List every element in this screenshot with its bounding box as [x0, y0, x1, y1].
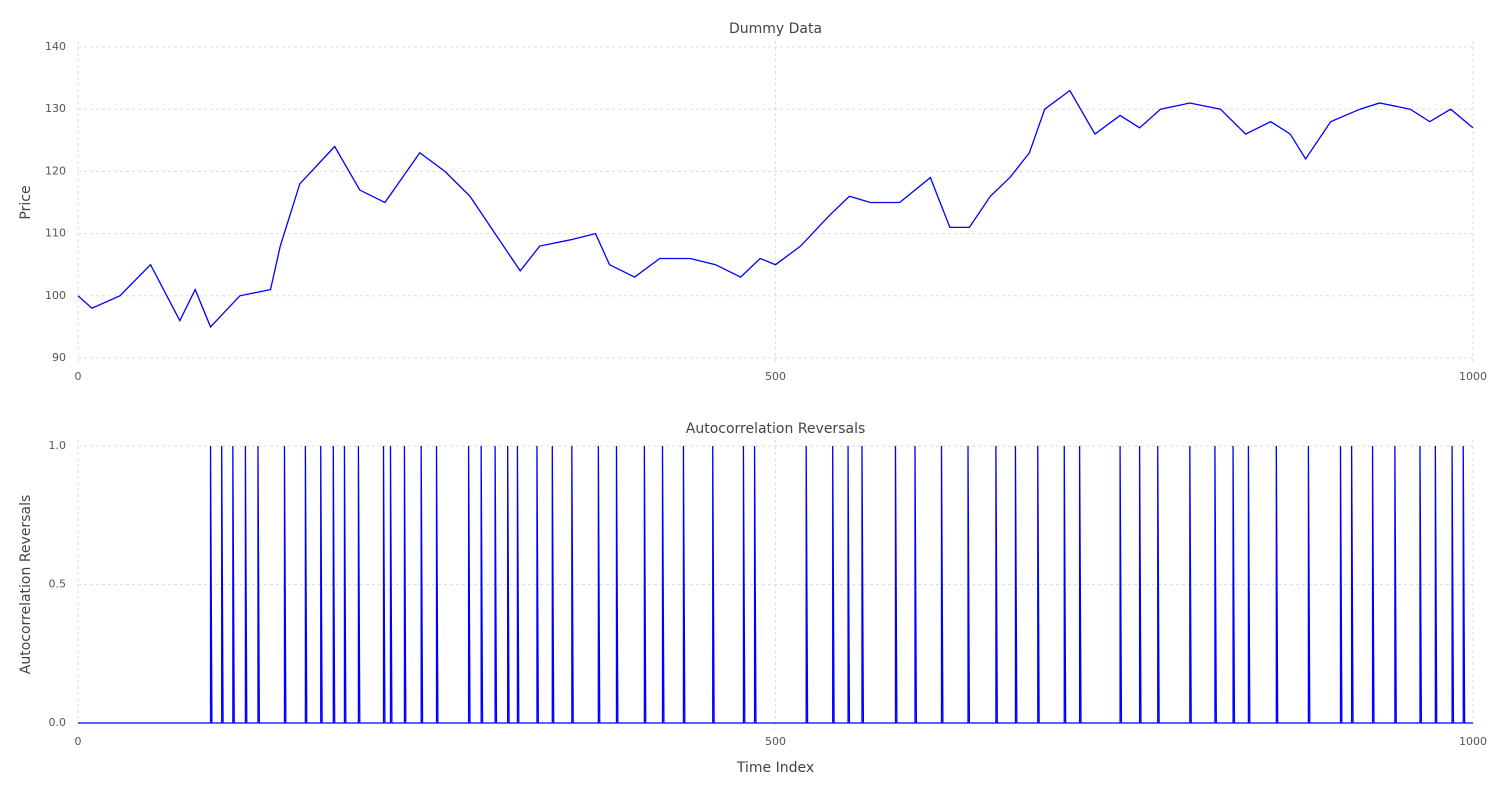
x-tick-label: 500: [765, 735, 786, 748]
x-tick-label: 0: [75, 735, 82, 748]
y-axis-label: Price: [18, 185, 34, 219]
data-line: [77, 89, 1474, 329]
y-tick-label: 140: [45, 40, 66, 53]
x-tick-label: 1000: [1459, 735, 1487, 748]
x-tick-label: 500: [765, 370, 786, 383]
y-axis-label: Autocorrelation Reversals: [18, 495, 34, 675]
chart-title: Autocorrelation Reversals: [686, 421, 866, 437]
y-tick-label: 1.0: [49, 439, 67, 452]
y-tick-label: 90: [52, 351, 66, 364]
y-tick-label: 0.0: [49, 716, 67, 729]
data-line: [78, 445, 1473, 724]
y-tick-label: 100: [45, 289, 66, 302]
y-tick-label: 110: [45, 227, 66, 240]
chart-title: Dummy Data: [729, 21, 822, 37]
y-tick-label: 130: [45, 102, 66, 115]
y-tick-label: 120: [45, 164, 66, 177]
x-tick-label: 1000: [1459, 370, 1487, 383]
y-tick-label: 0.5: [49, 578, 67, 591]
x-tick-label: 0: [75, 370, 82, 383]
x-axis-label: Time Index: [736, 760, 814, 776]
